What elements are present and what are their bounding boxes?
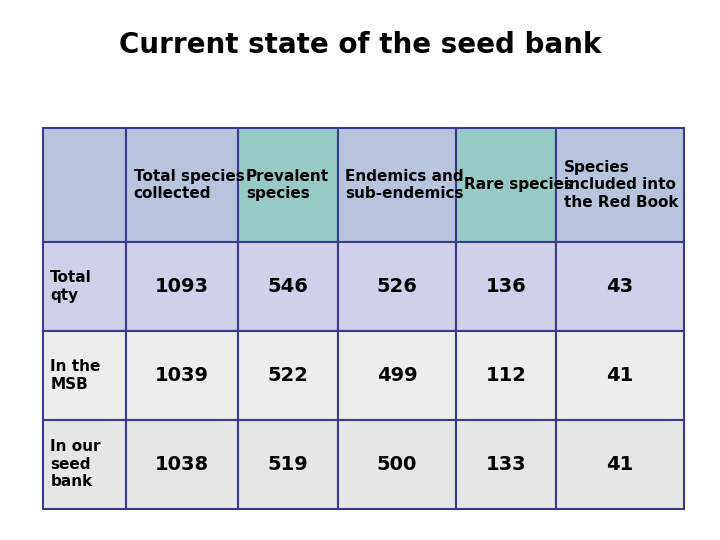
Text: Endemics and
sub-endemics: Endemics and sub-endemics <box>346 169 464 201</box>
Bar <box>42 420 126 509</box>
Text: 1093: 1093 <box>155 277 209 296</box>
Text: Rare species: Rare species <box>464 178 573 192</box>
Text: In our
seed
bank: In our seed bank <box>50 440 101 489</box>
Bar <box>456 331 556 420</box>
Text: Species
included into
the Red Book: Species included into the Red Book <box>564 160 678 210</box>
Bar <box>238 420 338 509</box>
Text: 499: 499 <box>377 366 418 385</box>
Title: Current state of the seed bank: Current state of the seed bank <box>119 31 601 59</box>
Bar <box>126 420 238 509</box>
Bar <box>338 242 456 331</box>
Text: 1038: 1038 <box>155 455 210 474</box>
Text: 500: 500 <box>377 455 417 474</box>
Text: 133: 133 <box>486 455 526 474</box>
Bar <box>338 420 456 509</box>
Text: Total
qty: Total qty <box>50 270 92 302</box>
Bar <box>126 128 238 242</box>
Text: 526: 526 <box>377 277 418 296</box>
Bar <box>126 331 238 420</box>
Bar <box>238 331 338 420</box>
Bar <box>238 128 338 242</box>
Text: 112: 112 <box>486 366 526 385</box>
Bar <box>238 242 338 331</box>
Bar <box>338 331 456 420</box>
Text: 546: 546 <box>268 277 308 296</box>
Bar <box>338 128 456 242</box>
Bar <box>42 128 126 242</box>
Text: 519: 519 <box>268 455 308 474</box>
Bar <box>42 242 126 331</box>
Bar <box>42 331 126 420</box>
Bar <box>126 242 238 331</box>
Text: 136: 136 <box>486 277 526 296</box>
Bar <box>556 331 684 420</box>
Text: Total species
collected: Total species collected <box>134 169 244 201</box>
Bar <box>556 128 684 242</box>
Text: In the
MSB: In the MSB <box>50 359 101 392</box>
Bar <box>556 420 684 509</box>
Text: 41: 41 <box>606 366 634 385</box>
Text: 41: 41 <box>606 455 634 474</box>
Bar <box>456 242 556 331</box>
Text: Prevalent
species: Prevalent species <box>246 169 329 201</box>
Text: 1039: 1039 <box>155 366 209 385</box>
Text: 43: 43 <box>606 277 634 296</box>
Bar <box>456 128 556 242</box>
Bar <box>556 242 684 331</box>
Text: 522: 522 <box>268 366 308 385</box>
Bar <box>456 420 556 509</box>
